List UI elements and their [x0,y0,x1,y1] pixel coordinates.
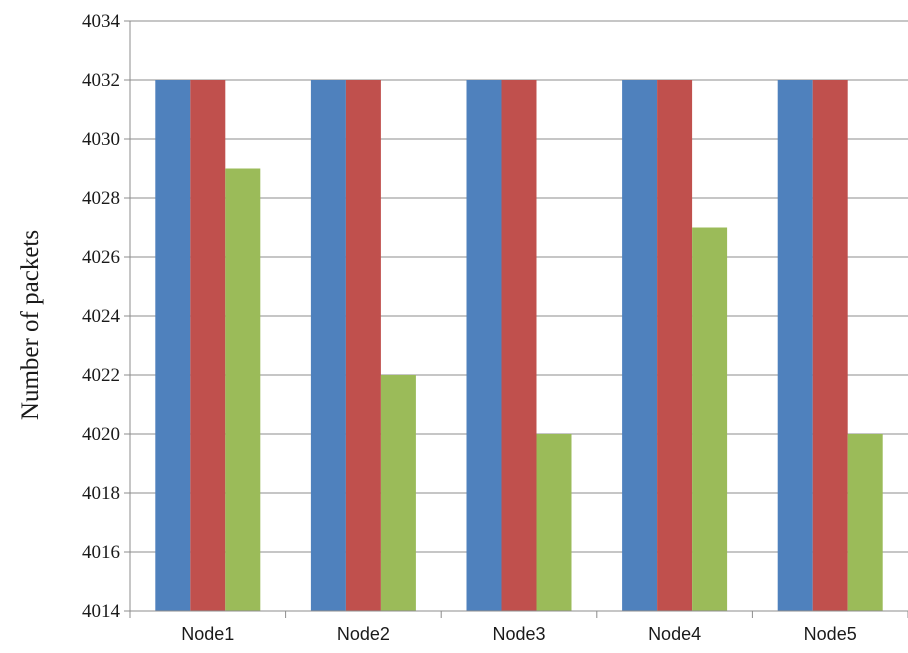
x-tick-label: Node2 [337,624,390,644]
bar-node2-series1 [310,80,346,611]
bars [155,80,883,611]
x-tick-label: Node5 [804,624,857,644]
bar-node3-series3 [536,434,572,611]
bar-node1-series2 [190,80,226,611]
y-tick-label: 4028 [82,188,120,209]
bar-node5-series1 [777,80,813,611]
x-tick-label: Node1 [181,624,234,644]
bar-node2-series2 [345,80,381,611]
axes [124,20,908,618]
bar-node3-series1 [466,80,502,611]
y-tick-label: 4018 [82,483,120,504]
bar-node1-series3 [225,168,261,611]
bar-node5-series2 [812,80,848,611]
x-tick-label: Node3 [492,624,545,644]
bar-node5-series3 [847,434,883,611]
bar-node4-series2 [657,80,693,611]
y-axis-title: Number of packets [17,230,44,420]
y-tick-label: 4026 [82,247,120,268]
bar-node4-series3 [692,227,728,611]
y-tick-label: 4024 [82,306,121,327]
y-tick-label: 4020 [82,424,120,445]
y-tick-label: 4034 [82,11,121,32]
y-tick-label: 4032 [82,70,120,91]
bar-node1-series1 [155,80,191,611]
y-tick-label: 4014 [82,601,121,622]
bar-node3-series2 [501,80,537,611]
y-tick-label: 4016 [82,542,120,563]
tick-labels: 4014 4016 4018 4020 4022 4024 4026 4028 4030 4032… [82,11,857,644]
bar-node4-series1 [622,80,658,611]
bar-node2-series3 [380,375,416,611]
x-tick-label: Node4 [648,624,701,644]
y-tick-label: 4030 [82,129,120,150]
y-tick-label: 4022 [82,365,120,386]
